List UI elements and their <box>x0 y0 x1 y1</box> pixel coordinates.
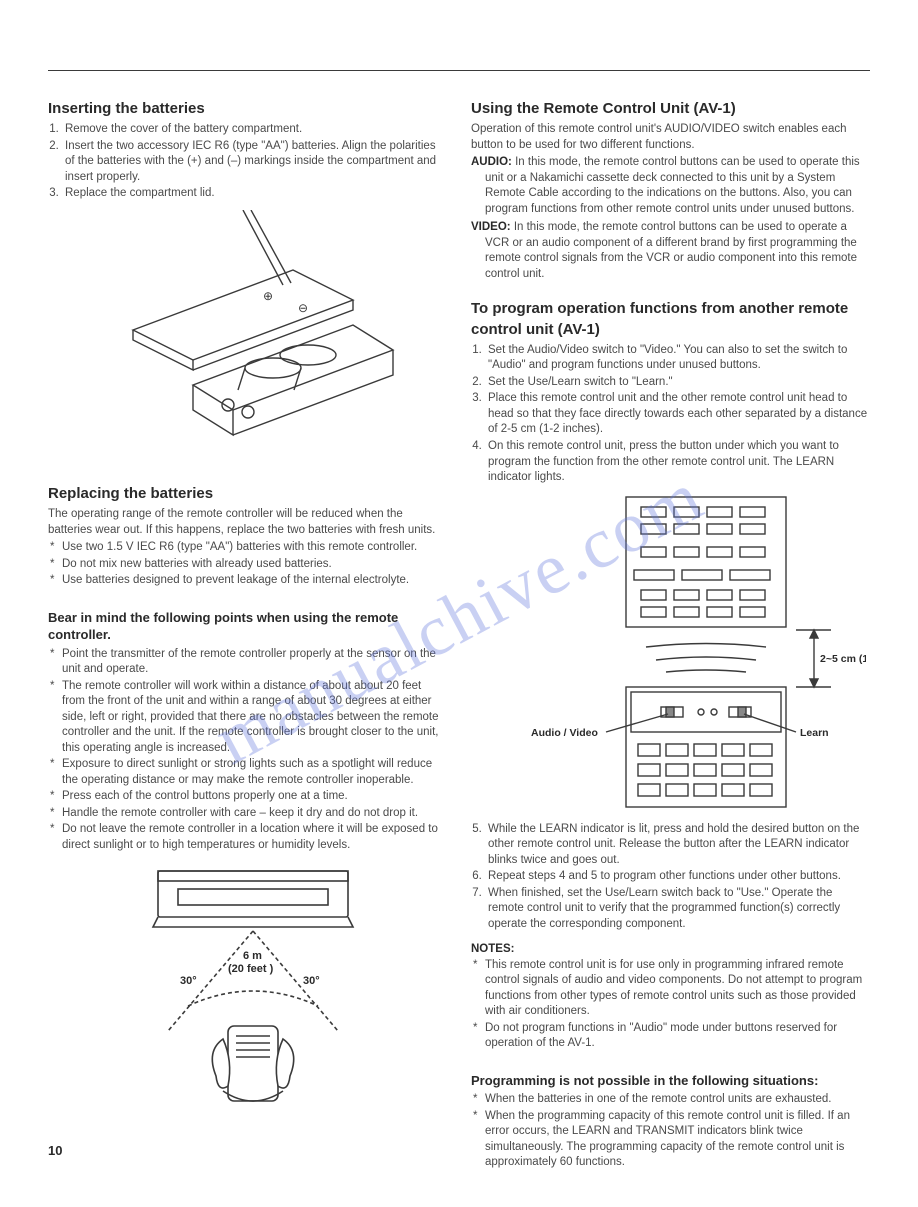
list-item: Set the Audio/Video switch to "Video." Y… <box>485 343 870 374</box>
list-item: The remote controller will work within a… <box>48 679 447 757</box>
heading-inserting-batteries: Inserting the batteries <box>48 99 447 119</box>
list-item: On this remote control unit, press the b… <box>485 439 870 486</box>
list-item: Place this remote control unit and the o… <box>485 391 870 438</box>
list-item: When finished, set the Use/Learn switch … <box>485 886 870 933</box>
replace-intro: The operating range of the remote contro… <box>48 507 447 538</box>
top-rule <box>48 70 870 71</box>
program-steps-b: While the LEARN indicator is lit, press … <box>471 822 870 933</box>
list-item: Repeat steps 4 and 5 to program other fu… <box>485 869 870 885</box>
diag-dist-label: 2~5 cm (1~2") <box>820 653 866 665</box>
notpossible-bullets: When the batteries in one of the remote … <box>471 1092 870 1171</box>
audio-mode-def: AUDIO: In this mode, the remote control … <box>471 155 870 217</box>
using-intro: Operation of this remote control unit's … <box>471 122 870 153</box>
list-item: Use batteries designed to prevent leakag… <box>48 573 447 589</box>
list-item: Do not program functions in "Audio" mode… <box>471 1021 870 1052</box>
video-mode-def: VIDEO: In this mode, the remote control … <box>471 220 870 282</box>
svg-text:⊕: ⊕ <box>263 289 273 303</box>
list-item: Insert the two accessory IEC R6 (type "A… <box>62 139 447 186</box>
heading-using-remote: Using the Remote Control Unit (AV-1) <box>471 99 870 119</box>
list-item: When the programming capacity of this re… <box>471 1109 870 1171</box>
right-column: Using the Remote Control Unit (AV-1) Ope… <box>471 99 870 1177</box>
range-angle-left: 30° <box>180 975 197 987</box>
notes-label: NOTES: <box>471 942 870 958</box>
left-column: Inserting the batteries Remove the cover… <box>48 99 447 1177</box>
list-item: Point the transmitter of the remote cont… <box>48 647 447 678</box>
list-item: Replace the compartment lid. <box>62 186 447 202</box>
range-dist2-label: (20 feet ) <box>228 963 274 975</box>
list-item: Do not leave the remote controller in a … <box>48 822 447 853</box>
svg-text:⊖: ⊖ <box>298 301 308 315</box>
heading-program-functions: To program operation functions from anot… <box>471 299 870 340</box>
list-item: Press each of the control buttons proper… <box>48 789 447 805</box>
list-item: While the LEARN indicator is lit, press … <box>485 822 870 869</box>
audio-text: In this mode, the remote control buttons… <box>485 156 860 215</box>
page-number: 10 <box>48 1143 62 1158</box>
list-item: Exposure to direct sunlight or strong li… <box>48 757 447 788</box>
diag-av-label: Audio / Video <box>531 727 598 739</box>
program-steps-a: Set the Audio/Video switch to "Video." Y… <box>471 343 870 486</box>
list-item: When the batteries in one of the remote … <box>471 1092 870 1108</box>
video-label: VIDEO: <box>471 221 511 233</box>
replace-bullets: Use two 1.5 V IEC R6 (type "AA") batteri… <box>48 540 447 589</box>
range-dist-label: 6 m <box>243 950 262 962</box>
heading-bear-in-mind: Bear in mind the following points when u… <box>48 609 447 644</box>
diag-learn-label: Learn <box>800 727 829 739</box>
heading-not-possible: Programming is not possible in the follo… <box>471 1072 870 1090</box>
remote-programming-illustration: 2~5 cm (1~2") Audio / Video Learn <box>476 492 866 812</box>
list-item: Handle the remote controller with care –… <box>48 806 447 822</box>
heading-replacing-batteries: Replacing the batteries <box>48 484 447 504</box>
insert-steps-list: Remove the cover of the battery compartm… <box>48 122 447 202</box>
notes-bullets: This remote control unit is for use only… <box>471 958 870 1052</box>
audio-label: AUDIO: <box>471 156 512 168</box>
list-item: Use two 1.5 V IEC R6 (type "AA") batteri… <box>48 540 447 556</box>
video-text: In this mode, the remote control buttons… <box>485 221 857 280</box>
operating-range-illustration: 6 m (20 feet ) 30° 30° <box>98 861 398 1121</box>
list-item: Remove the cover of the battery compartm… <box>62 122 447 138</box>
list-item: Set the Use/Learn switch to "Learn." <box>485 375 870 391</box>
bear-bullets: Point the transmitter of the remote cont… <box>48 647 447 854</box>
battery-compartment-illustration: ⊕ ⊖ <box>93 210 403 470</box>
range-angle-right: 30° <box>303 975 320 987</box>
list-item: This remote control unit is for use only… <box>471 958 870 1020</box>
list-item: Do not mix new batteries with already us… <box>48 557 447 573</box>
